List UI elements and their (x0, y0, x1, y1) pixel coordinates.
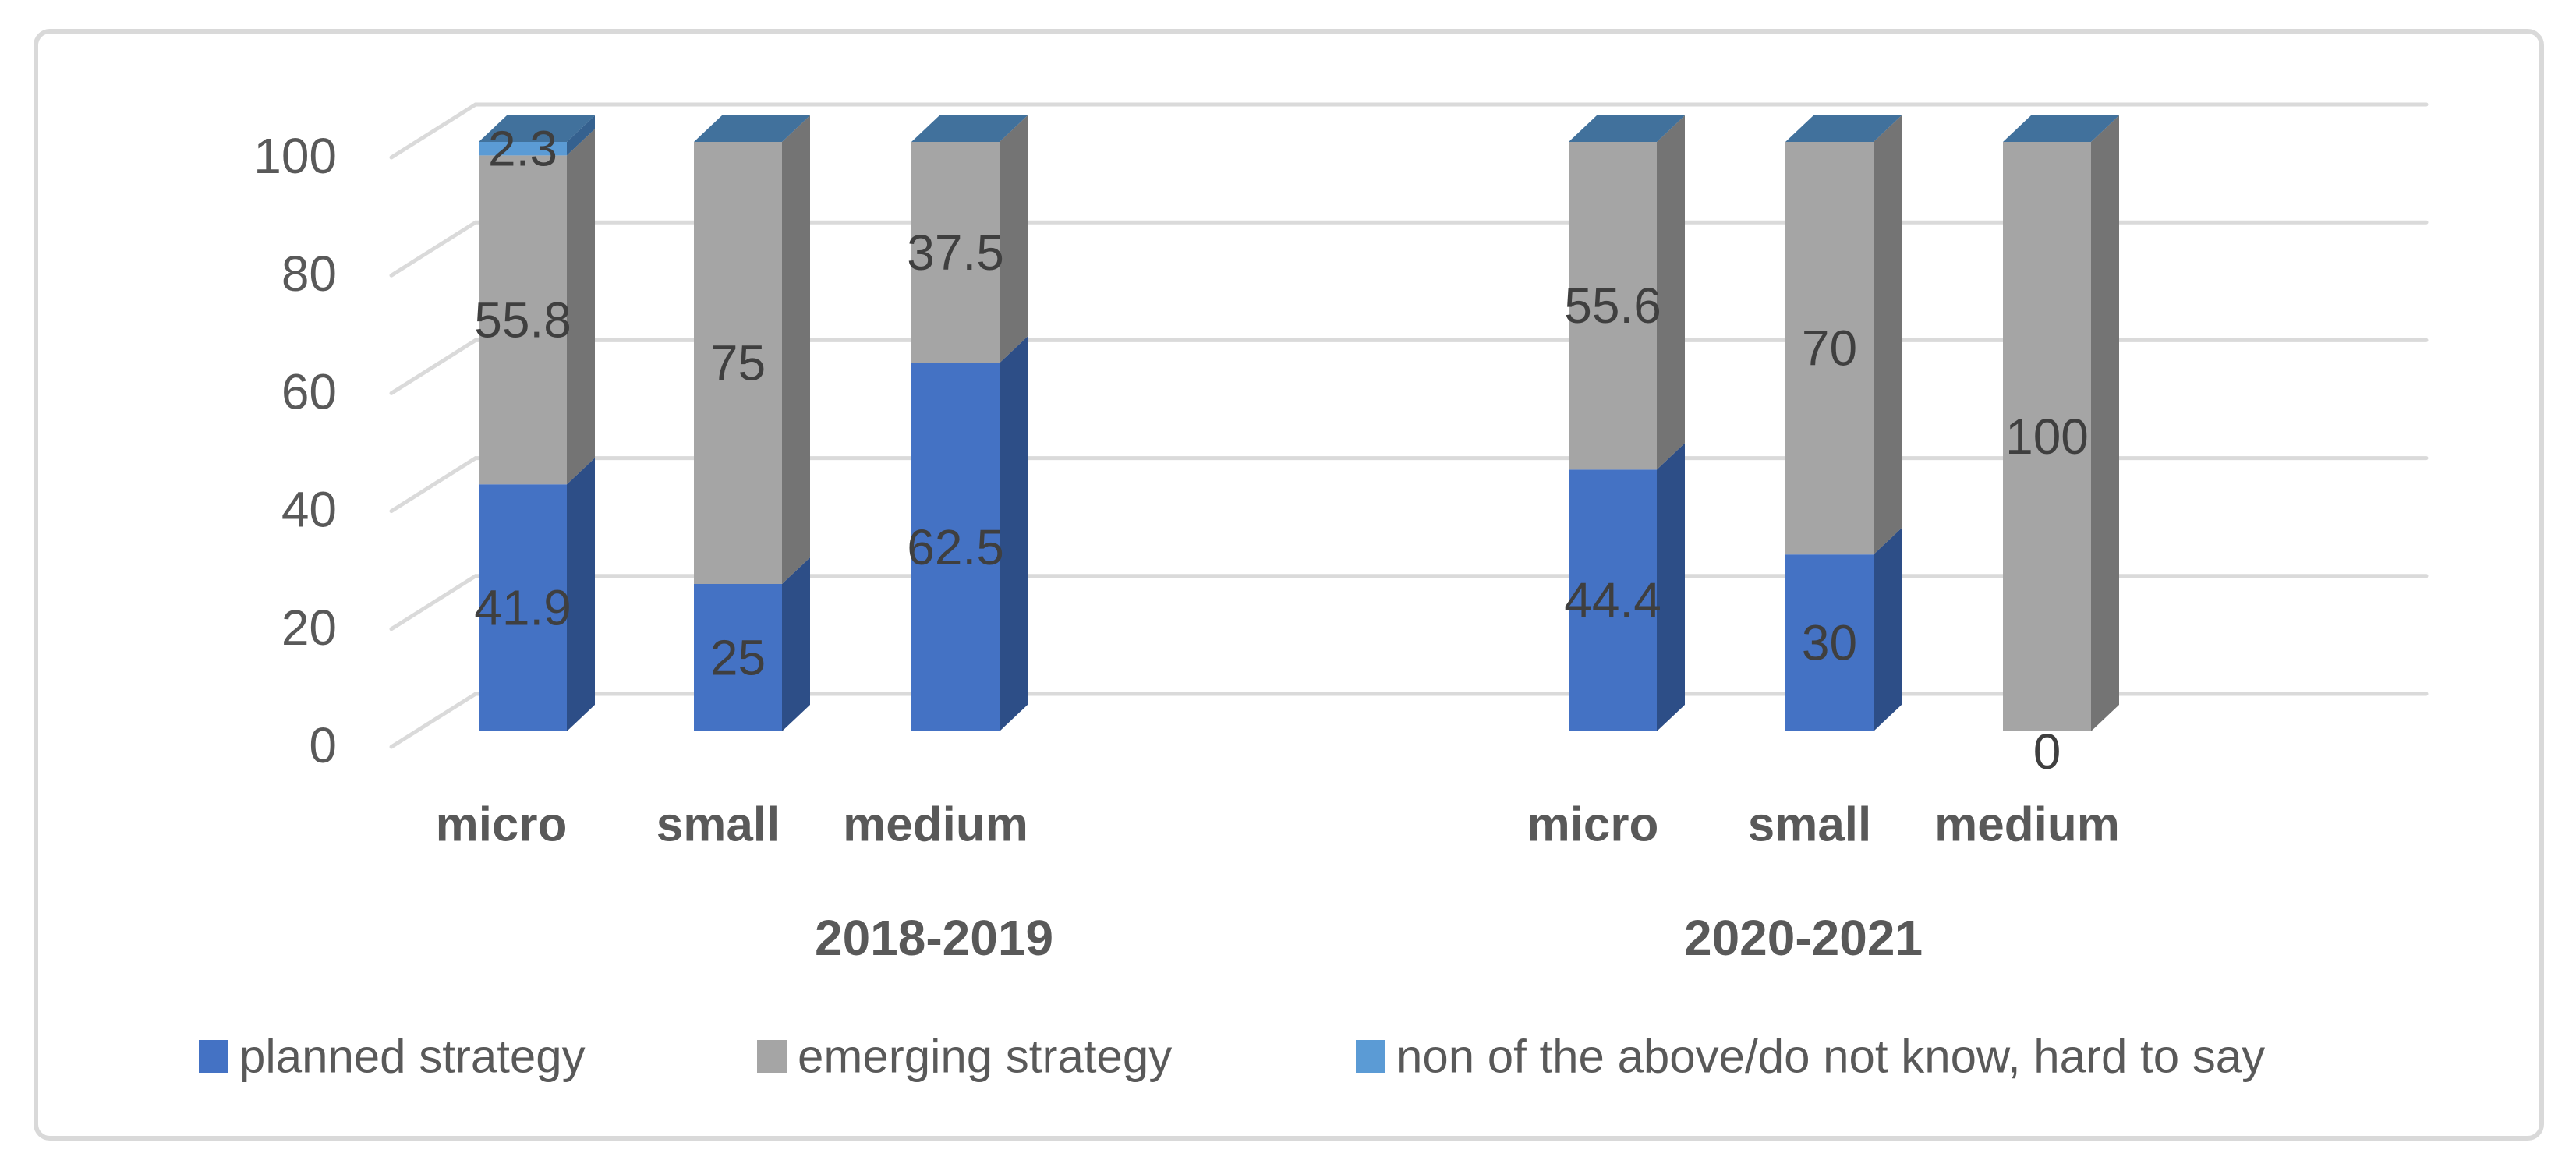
bar-front-face (479, 155, 567, 485)
y-axis-tick-label: 100 (253, 128, 337, 184)
bar-top-face (1569, 115, 1685, 142)
data-label: 37.5 (907, 225, 1004, 281)
bar-side-face (1000, 336, 1028, 731)
data-label: 44.4 (1564, 572, 1661, 628)
bar-side-face (1657, 443, 1685, 731)
bar-side-face (567, 129, 595, 485)
gridline-depth-connector (389, 338, 478, 395)
category-label: medium (1934, 798, 2120, 852)
bar-front-face (1569, 469, 1657, 731)
legend-label: non of the above/do not know, hard to sa… (1396, 1031, 2265, 1083)
data-label: 55.6 (1564, 278, 1661, 334)
bar-top-face (479, 115, 595, 142)
figure-border (34, 29, 2544, 1141)
y-axis-tick-label: 40 (281, 482, 337, 538)
y-axis-tick-label: 60 (281, 363, 337, 419)
data-label: 25 (710, 630, 766, 686)
bar-top-face (911, 115, 1028, 142)
bar-front-face (479, 142, 567, 156)
bar-front-face (694, 142, 782, 584)
bar-front-face (2003, 142, 2091, 731)
bar-front-face (1785, 554, 1874, 731)
bar-side-face (567, 458, 595, 731)
bar-side-face (1000, 115, 1028, 363)
bar-front-face (1569, 142, 1657, 470)
bar-side-face (2091, 115, 2119, 731)
data-label: 75 (710, 335, 766, 391)
data-label: 0 (2033, 723, 2061, 780)
data-label: 55.8 (474, 292, 571, 348)
gridline-depth-connector (389, 102, 478, 160)
legend-swatch (757, 1040, 787, 1073)
bar-side-face (567, 115, 595, 156)
bar-side-face (1657, 115, 1685, 470)
category-label: medium (843, 798, 1028, 852)
bar-front-face (694, 584, 782, 731)
data-label: 70 (1802, 320, 1857, 377)
bar-front-face (479, 484, 567, 731)
bar-top-face (2003, 115, 2119, 142)
bar-top-face (1785, 115, 1902, 142)
category-label: small (1748, 798, 1872, 852)
legend-swatch (1356, 1040, 1385, 1073)
legend-label: emerging strategy (798, 1031, 1172, 1083)
bar-side-face (782, 557, 810, 731)
y-axis-tick-label: 0 (309, 717, 337, 773)
bar-side-face (1874, 528, 1902, 731)
data-label: 30 (1802, 615, 1857, 671)
bar-top-face (694, 115, 810, 142)
group-axis-label: 2020-2021 (1684, 910, 1923, 966)
gridline-depth-connector (389, 220, 478, 278)
bar-side-face (782, 115, 810, 584)
legend-swatch (199, 1040, 228, 1073)
data-label: 2.3 (488, 121, 557, 177)
group-axis-label: 2018-2019 (815, 910, 1053, 966)
bar-front-face (911, 142, 1000, 363)
gridline-depth-connector (389, 456, 478, 514)
gridline-depth-connector (389, 574, 478, 631)
data-label: 100 (2005, 409, 2089, 465)
y-axis-tick-label: 80 (281, 246, 337, 302)
y-axis-tick-label: 20 (281, 600, 337, 656)
bar-front-face (911, 363, 1000, 731)
gridline-depth-connector (389, 692, 478, 749)
legend-label: planned strategy (239, 1031, 586, 1083)
category-label: small (656, 798, 780, 852)
data-label: 62.5 (907, 519, 1004, 575)
category-label: micro (436, 798, 568, 852)
bar-side-face (1874, 115, 1902, 555)
data-label: 41.9 (474, 580, 571, 636)
category-label: micro (1527, 798, 1659, 852)
bar-front-face (1785, 142, 1874, 555)
